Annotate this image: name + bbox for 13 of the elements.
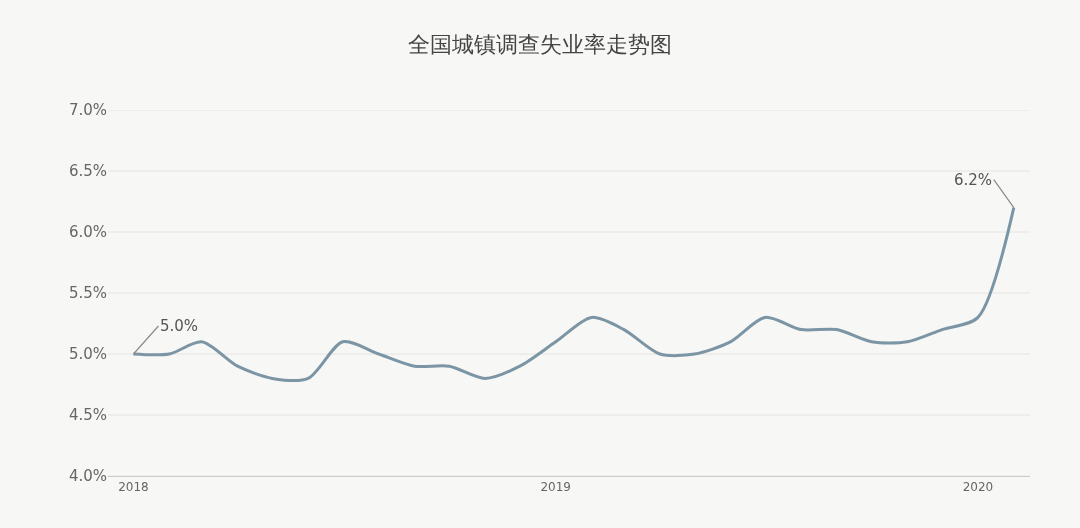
x-tick-label: 2019	[540, 480, 571, 495]
y-tick-label: 5.5%	[68, 284, 107, 303]
y-tick-label: 7.0%	[68, 101, 107, 120]
annotation: 6.2%	[954, 171, 993, 189]
y-tick-label: 4.0%	[68, 467, 107, 486]
x-tick-label: 2018	[118, 480, 149, 495]
y-tick-label: 6.0%	[68, 223, 107, 242]
y-tick-label: 4.5%	[68, 406, 107, 425]
annotation: 5.0%	[160, 317, 199, 335]
chart-title: 全国城镇调查失业率走势图	[408, 32, 672, 58]
y-tick-label: 5.0%	[68, 345, 107, 364]
x-tick-label: 2020	[962, 480, 994, 495]
y-tick-label: 6.5%	[68, 162, 107, 181]
